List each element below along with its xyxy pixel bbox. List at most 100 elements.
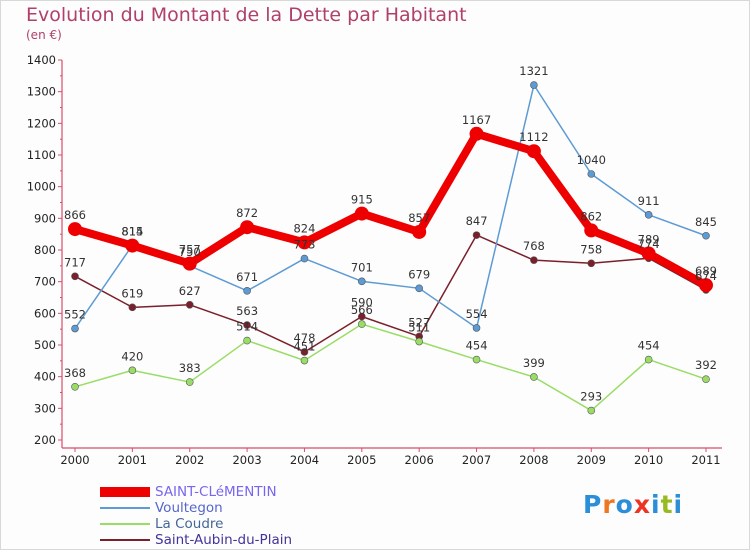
data-point xyxy=(587,406,596,415)
logo-letter: x xyxy=(633,490,651,519)
data-point xyxy=(182,256,197,271)
data-point xyxy=(472,231,481,239)
series-line-0 xyxy=(73,129,708,289)
data-label: 757 xyxy=(179,243,201,257)
data-point xyxy=(702,375,710,384)
data-point xyxy=(530,256,538,264)
data-label: 552 xyxy=(64,308,86,322)
data-label: 847 xyxy=(466,214,488,228)
logo-letter: i xyxy=(673,490,684,519)
data-label: 750 xyxy=(179,245,201,259)
y-tick-label: 900 xyxy=(34,211,56,225)
data-point xyxy=(300,254,309,263)
data-point xyxy=(644,211,653,219)
data-label: 1040 xyxy=(577,153,606,167)
data-point xyxy=(354,206,369,221)
data-point xyxy=(584,223,599,238)
legend-label-voultegon: Voultegon xyxy=(155,500,223,516)
logo-letter: i xyxy=(651,490,661,519)
logo-letter: o xyxy=(615,490,634,519)
data-point xyxy=(358,320,366,328)
legend-swatch-la-coudre xyxy=(100,523,150,525)
data-label: 514 xyxy=(236,320,258,334)
legend-item-saint-clementin: SAINT-CLéMENTIN xyxy=(100,484,292,500)
data-label: 368 xyxy=(64,366,86,380)
series-line-3 xyxy=(74,234,707,353)
y-tick-label: 800 xyxy=(34,243,56,257)
data-label: 627 xyxy=(179,284,201,298)
data-label: 1167 xyxy=(462,113,491,127)
legend-swatch-saint-clementin xyxy=(100,487,150,497)
data-label: 866 xyxy=(64,208,86,222)
data-label: 527 xyxy=(408,315,430,329)
data-point xyxy=(644,355,653,364)
data-label: 590 xyxy=(351,296,373,310)
data-point xyxy=(587,259,596,268)
data-point xyxy=(472,324,481,332)
y-tick-label: 1300 xyxy=(27,85,56,99)
series-line-2 xyxy=(74,323,707,412)
data-point xyxy=(358,312,366,321)
y-tick-label: 300 xyxy=(34,401,56,415)
data-point xyxy=(125,238,140,253)
y-tick-label: 1000 xyxy=(27,180,56,194)
data-label: 619 xyxy=(121,286,143,300)
data-point xyxy=(297,235,312,250)
data-label: 768 xyxy=(523,239,545,253)
data-label: 420 xyxy=(121,349,143,363)
data-label: 773 xyxy=(293,238,315,252)
data-label: 392 xyxy=(695,358,717,372)
logo-letter: P xyxy=(583,490,603,519)
data-label: 478 xyxy=(293,331,315,345)
data-label: 845 xyxy=(695,215,717,229)
data-point xyxy=(300,356,309,365)
chart-subtitle: (en €) xyxy=(26,28,62,42)
legend-item-voultegon: Voultegon xyxy=(100,500,292,516)
data-label: 679 xyxy=(408,267,430,281)
legend-label-saint-clementin: SAINT-CLéMENTIN xyxy=(155,484,277,500)
data-label: 566 xyxy=(351,303,373,317)
data-label: 862 xyxy=(580,209,602,223)
data-point xyxy=(243,321,251,329)
series-line-1 xyxy=(74,84,707,329)
data-point xyxy=(530,81,538,89)
data-label: 454 xyxy=(466,339,488,353)
proxiti-logo: Proxiti xyxy=(583,490,683,519)
data-point xyxy=(300,348,309,356)
data-point xyxy=(415,284,423,293)
data-point xyxy=(243,336,251,345)
x-tick-label: 2003 xyxy=(232,453,261,467)
data-label: 689 xyxy=(695,264,717,278)
y-tick-label: 1400 xyxy=(27,53,56,67)
data-point xyxy=(412,224,427,239)
x-tick-label: 2007 xyxy=(462,453,491,467)
x-tick-label: 2001 xyxy=(118,453,147,467)
legend-swatch-voultegon xyxy=(100,507,150,509)
data-point xyxy=(358,277,366,286)
data-label: 789 xyxy=(638,232,660,246)
data-label: 674 xyxy=(695,269,717,283)
x-tick-label: 2002 xyxy=(175,453,204,467)
legend-item-la-coudre: La Coudre xyxy=(100,516,292,532)
data-point xyxy=(699,278,713,293)
y-tick-label: 1100 xyxy=(27,148,56,162)
data-label: 451 xyxy=(293,340,315,354)
legend-swatch-saint-aubin-du-plain xyxy=(100,539,150,541)
data-label: 758 xyxy=(580,242,602,256)
logo-letter: r xyxy=(602,490,616,519)
y-tick-label: 200 xyxy=(34,433,56,447)
data-label: 1321 xyxy=(519,64,548,78)
data-point xyxy=(128,303,137,312)
data-label: 1112 xyxy=(519,130,548,144)
data-label: 911 xyxy=(638,194,660,208)
data-label: 774 xyxy=(638,237,660,251)
y-tick-label: 1200 xyxy=(27,116,56,130)
data-label: 293 xyxy=(580,390,602,404)
x-tick-label: 2008 xyxy=(519,453,548,467)
legend-label-saint-aubin-du-plain: Saint-Aubin-du-Plain xyxy=(155,532,293,548)
data-label: 824 xyxy=(293,221,315,235)
data-point xyxy=(243,287,251,295)
data-label: 454 xyxy=(638,339,660,353)
data-point xyxy=(240,220,255,235)
